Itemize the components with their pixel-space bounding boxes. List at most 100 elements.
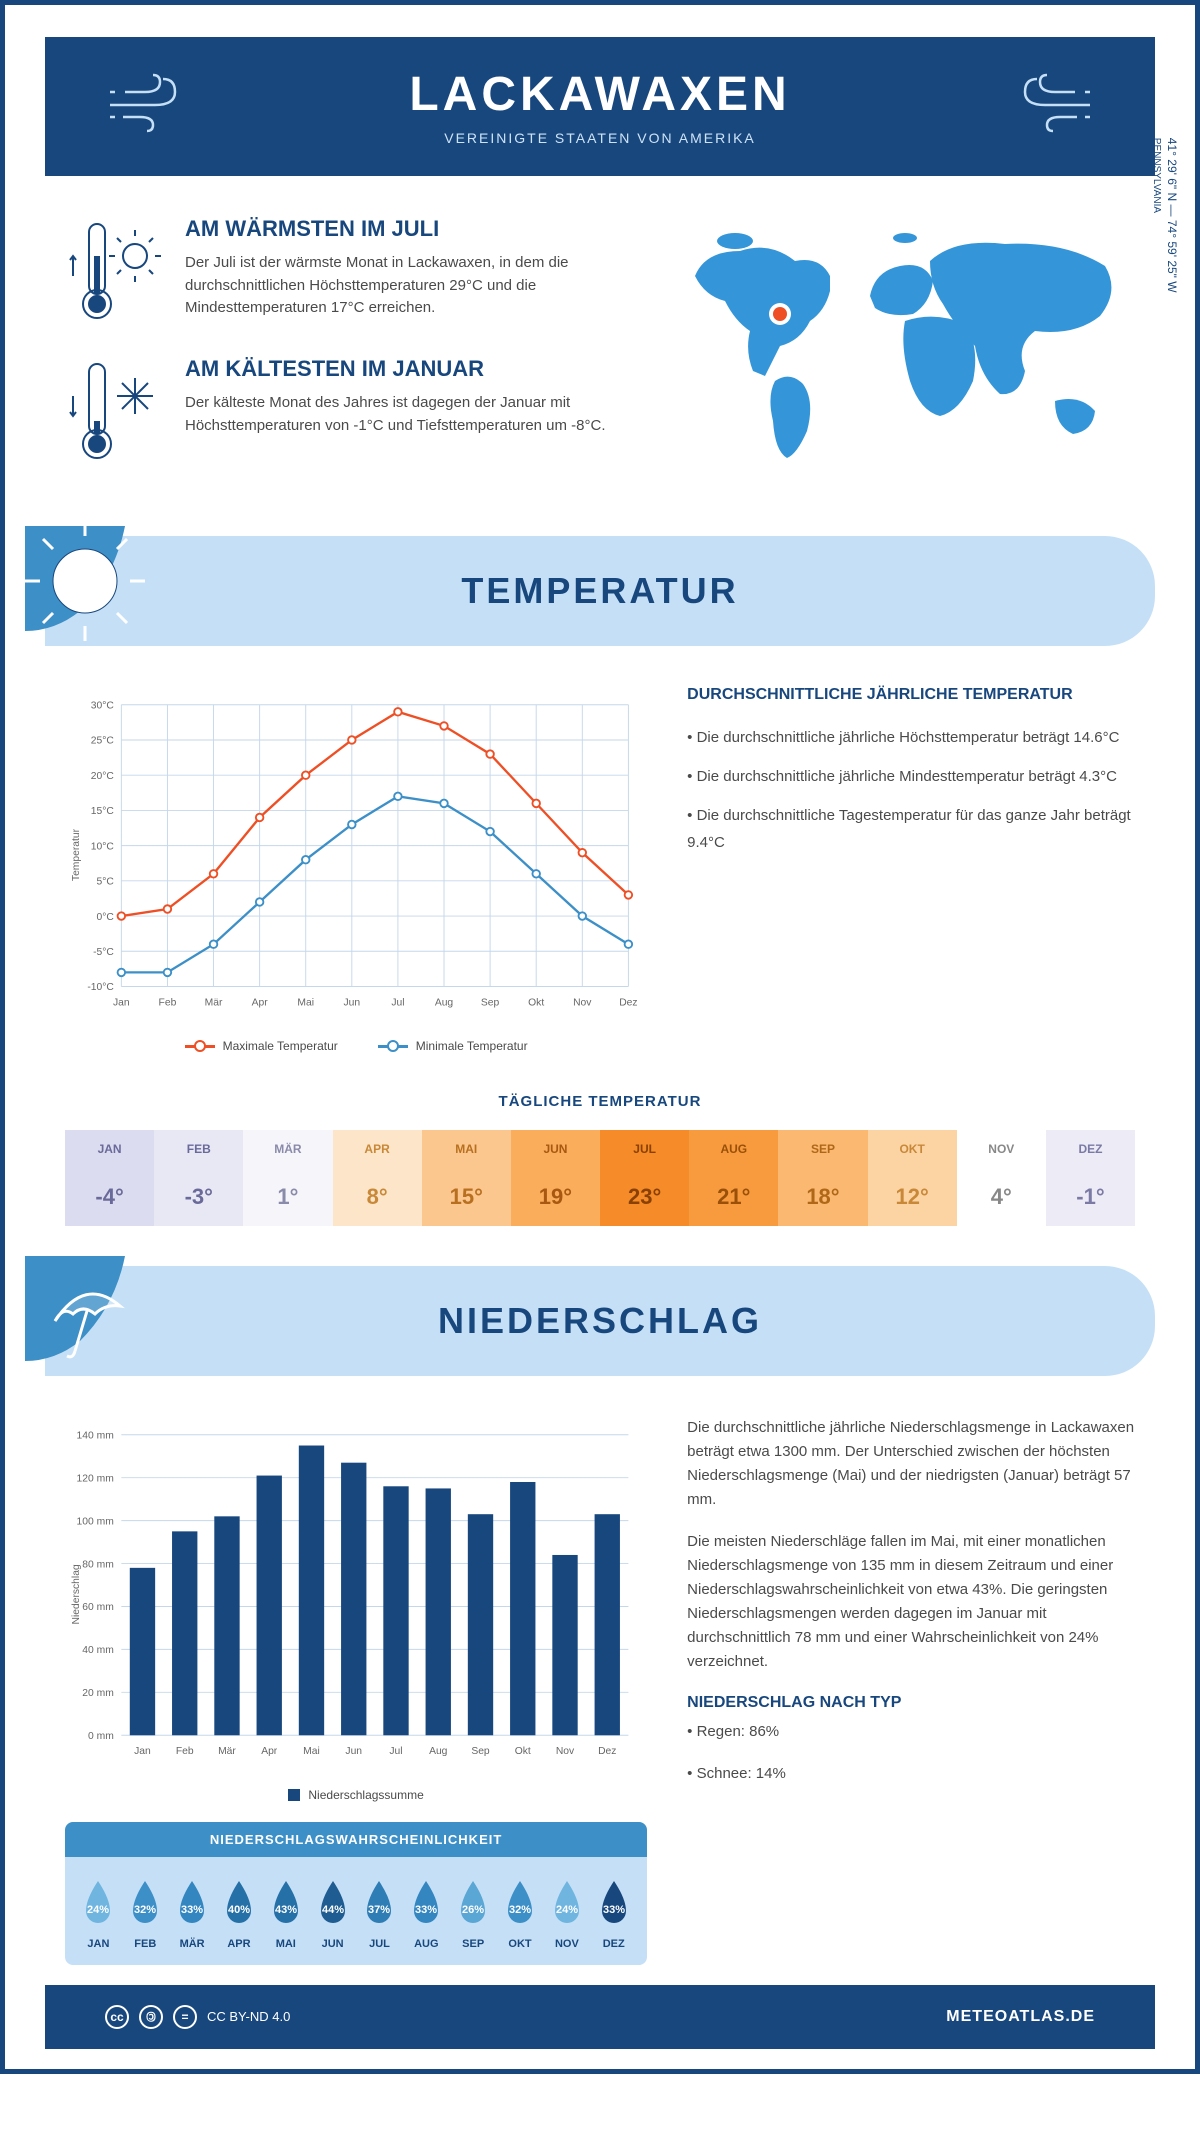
svg-text:Apr: Apr — [252, 997, 269, 1008]
daily-temp-cell: SEP18° — [778, 1130, 867, 1226]
world-map — [675, 216, 1135, 476]
svg-text:Okt: Okt — [528, 997, 544, 1008]
wind-icon — [105, 67, 195, 137]
svg-text:80 mm: 80 mm — [82, 1559, 114, 1570]
daily-temp-cell: AUG21° — [689, 1130, 778, 1226]
svg-text:Sep: Sep — [481, 997, 500, 1008]
svg-text:43%: 43% — [275, 1904, 297, 1916]
precip-drop: 33%AUG — [403, 1877, 450, 1950]
svg-text:Aug: Aug — [429, 1746, 448, 1757]
warmest-text: Der Juli ist der wärmste Monat in Lackaw… — [185, 252, 635, 320]
intro-section: AM WÄRMSTEN IM JULI Der Juli ist der wär… — [5, 176, 1195, 536]
svg-text:Dez: Dez — [619, 997, 637, 1008]
wind-icon — [1005, 67, 1095, 137]
cc-icon: cc — [105, 2005, 129, 2029]
precip-chart-legend: Niederschlagssumme — [65, 1788, 647, 1802]
svg-text:Nov: Nov — [573, 997, 592, 1008]
svg-text:Apr: Apr — [261, 1746, 278, 1757]
precipitation-banner: NIEDERSCHLAG — [45, 1266, 1155, 1376]
temp-chart-legend: Maximale Temperatur Minimale Temperatur — [65, 1039, 647, 1053]
daily-temp-cell: APR8° — [333, 1130, 422, 1226]
svg-text:Feb: Feb — [159, 997, 177, 1008]
svg-text:24%: 24% — [556, 1904, 578, 1916]
svg-text:Feb: Feb — [176, 1746, 194, 1757]
precip-drop: 37%JUL — [356, 1877, 403, 1950]
svg-text:Sep: Sep — [471, 1746, 490, 1757]
svg-text:20°C: 20°C — [91, 771, 115, 782]
precipitation-chart: 0 mm 20 mm 40 mm 60 mm 80 mm 100 mm 120 mm 140 … — [65, 1416, 647, 1773]
precip-drop: 24%NOV — [543, 1877, 590, 1950]
svg-text:Okt: Okt — [515, 1746, 531, 1757]
temperature-chart: -10°C -5°C 0°C 5°C 10°C 15°C 20°C 25°C 30°C Jan Fe… — [65, 686, 647, 1053]
precip-drop: 33%DEZ — [590, 1877, 637, 1950]
coldest-text: Der kälteste Monat des Jahres ist dagege… — [185, 392, 635, 437]
page-subtitle: VEREINIGTE STAATEN VON AMERIKA — [85, 130, 1115, 146]
nd-icon: = — [173, 2005, 197, 2029]
svg-text:60 mm: 60 mm — [82, 1602, 114, 1613]
precip-drop: 32%FEB — [122, 1877, 169, 1950]
svg-text:140 mm: 140 mm — [77, 1431, 114, 1442]
svg-text:Mai: Mai — [303, 1746, 320, 1757]
svg-text:0°C: 0°C — [97, 912, 115, 923]
daily-temp-cell: JUL23° — [600, 1130, 689, 1226]
thermometer-hot-icon — [65, 216, 165, 326]
svg-text:33%: 33% — [603, 1904, 625, 1916]
daily-temp-cell: OKT12° — [868, 1130, 957, 1226]
svg-text:37%: 37% — [368, 1904, 390, 1916]
svg-text:15°C: 15°C — [91, 806, 115, 817]
svg-text:26%: 26% — [462, 1904, 484, 1916]
svg-text:33%: 33% — [181, 1904, 203, 1916]
license-text: CC BY-ND 4.0 — [207, 2009, 290, 2024]
daily-temp-cell: MAI15° — [422, 1130, 511, 1226]
svg-text:-5°C: -5°C — [93, 947, 114, 958]
svg-text:-10°C: -10°C — [87, 982, 114, 993]
svg-text:0 mm: 0 mm — [88, 1731, 114, 1742]
precipitation-summary: Die durchschnittliche jährliche Niedersc… — [687, 1416, 1135, 1965]
temperature-banner: TEMPERATUR — [45, 536, 1155, 646]
precip-drop: 32%OKT — [497, 1877, 544, 1950]
precip-drop: 33%MÄR — [169, 1877, 216, 1950]
svg-text:40 mm: 40 mm — [82, 1645, 114, 1656]
umbrella-icon — [25, 1256, 165, 1396]
svg-text:Mär: Mär — [205, 997, 223, 1008]
site-name: METEOATLAS.DE — [946, 2008, 1095, 2026]
svg-text:32%: 32% — [134, 1904, 156, 1916]
by-icon: 🄯 — [139, 2005, 163, 2029]
svg-text:Temperatur: Temperatur — [71, 828, 82, 881]
daily-temp-cell: JUN19° — [511, 1130, 600, 1226]
svg-text:Jul: Jul — [389, 1746, 402, 1757]
svg-text:10°C: 10°C — [91, 841, 115, 852]
svg-text:Aug: Aug — [435, 997, 454, 1008]
svg-text:33%: 33% — [415, 1904, 437, 1916]
svg-text:Jan: Jan — [134, 1746, 151, 1757]
warmest-block: AM WÄRMSTEN IM JULI Der Juli ist der wär… — [65, 216, 635, 326]
svg-text:30°C: 30°C — [91, 701, 115, 712]
svg-text:5°C: 5°C — [97, 877, 115, 888]
daily-temp-cell: JAN-4° — [65, 1130, 154, 1226]
precip-drop: 26%SEP — [450, 1877, 497, 1950]
svg-text:Niederschlag: Niederschlag — [71, 1564, 82, 1624]
precip-drop: 40%APR — [216, 1877, 263, 1950]
precip-drop: 43%MAI — [262, 1877, 309, 1950]
precip-drop: 24%JAN — [75, 1877, 122, 1950]
svg-text:Jan: Jan — [113, 997, 130, 1008]
svg-text:Jun: Jun — [343, 997, 360, 1008]
precipitation-title: NIEDERSCHLAG — [205, 1300, 1155, 1342]
svg-text:Jun: Jun — [345, 1746, 362, 1757]
footer: cc 🄯 = CC BY-ND 4.0 METEOATLAS.DE — [45, 1985, 1155, 2049]
daily-temp-cell: DEZ-1° — [1046, 1130, 1135, 1226]
svg-text:24%: 24% — [87, 1904, 109, 1916]
daily-temp-section: TÄGLICHE TEMPERATUR JAN-4°FEB-3°MÄR1°APR… — [5, 1093, 1195, 1266]
precip-drop: 44%JUN — [309, 1877, 356, 1950]
svg-text:20 mm: 20 mm — [82, 1688, 114, 1699]
sun-icon — [25, 526, 165, 666]
temperature-title: TEMPERATUR — [205, 570, 1155, 612]
svg-text:100 mm: 100 mm — [77, 1516, 114, 1527]
coldest-block: AM KÄLTESTEN IM JANUAR Der kälteste Mona… — [65, 356, 635, 466]
svg-text:120 mm: 120 mm — [77, 1473, 114, 1484]
daily-temp-cell: MÄR1° — [243, 1130, 332, 1226]
temperature-summary: DURCHSCHNITTLICHE JÄHRLICHE TEMPERATUR •… — [687, 686, 1135, 1053]
svg-text:25°C: 25°C — [91, 736, 115, 747]
svg-text:Dez: Dez — [598, 1746, 616, 1757]
precip-probability: NIEDERSCHLAGSWAHRSCHEINLICHKEIT 24%JAN32… — [65, 1822, 647, 1965]
